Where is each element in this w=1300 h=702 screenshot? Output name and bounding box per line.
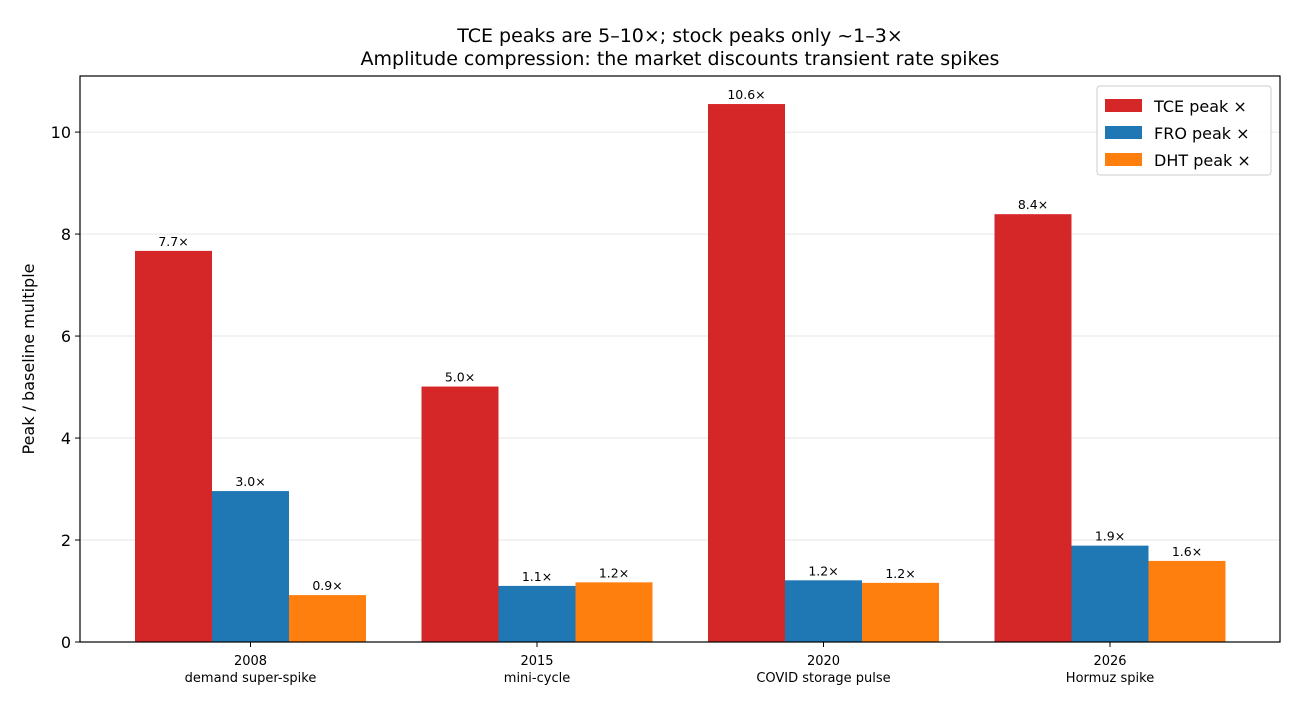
bar (785, 580, 862, 642)
data-label: 1.2× (599, 565, 629, 580)
legend-swatch (1105, 99, 1142, 112)
bar (862, 582, 939, 642)
data-label: 7.7× (158, 234, 188, 249)
x-tick-year: 2026 (1093, 654, 1126, 669)
legend-swatch (1105, 153, 1142, 166)
bar (994, 214, 1072, 642)
x-tick-label: mini-cycle (504, 671, 570, 686)
bar (421, 386, 499, 642)
x-tick-label: Hormuz spike (1066, 671, 1154, 686)
bar (498, 585, 576, 642)
data-label: 1.2× (885, 566, 915, 581)
bar (708, 104, 785, 642)
y-tick-label: 2 (61, 531, 71, 550)
y-tick-label: 10 (51, 123, 71, 142)
data-label: 8.4× (1018, 197, 1048, 212)
data-label: 3.0× (235, 474, 265, 489)
bar (289, 595, 366, 642)
bar (1148, 560, 1226, 642)
x-tick-year: 2015 (520, 654, 553, 669)
legend-label: TCE peak × (1153, 97, 1247, 116)
x-tick-label: COVID storage pulse (756, 671, 890, 686)
x-tick-year: 2020 (807, 654, 840, 669)
plot-frame (79, 75, 1281, 643)
legend-swatch (1105, 126, 1142, 139)
data-label: 10.6× (727, 87, 765, 102)
data-label: 1.9× (1095, 529, 1125, 544)
x-axis-ticks: 2008 demand super-spike 2015 mini-cycle 2020… (185, 642, 1154, 686)
bar (1071, 545, 1149, 642)
chart-subtitle: Amplitude compression: the market discou… (361, 48, 1000, 70)
bar (135, 250, 212, 642)
y-axis-ticks: 0 2 4 6 8 10 (51, 123, 80, 652)
legend: TCE peak × FRO peak × DHT peak × (1096, 85, 1272, 176)
bar (212, 491, 289, 642)
y-axis-label: Peak / baseline multiple (19, 264, 38, 455)
y-tick-label: 8 (61, 225, 71, 244)
x-tick-year: 2008 (234, 654, 267, 669)
legend-label: DHT peak × (1154, 151, 1251, 170)
data-label: 0.9× (312, 578, 342, 593)
bar (575, 582, 653, 642)
data-label: 1.6× (1172, 544, 1202, 559)
data-label: 1.1× (522, 569, 552, 584)
chart-title: TCE peaks are 5–10×; stock peaks only ~1… (456, 25, 903, 47)
data-labels: 7.7× 3.0× 0.9× 5.0× 1.1× 1.2× 10.6× 1.2× 1.2× 8.4… (158, 87, 1202, 593)
data-label: 1.2× (808, 563, 838, 578)
y-tick-label: 0 (61, 633, 71, 652)
y-tick-label: 4 (61, 429, 71, 448)
bars (135, 104, 1226, 642)
x-tick-label: demand super-spike (185, 671, 317, 686)
data-label: 5.0× (445, 370, 475, 385)
y-tick-label: 6 (61, 327, 71, 346)
legend-label: FRO peak × (1154, 124, 1250, 143)
